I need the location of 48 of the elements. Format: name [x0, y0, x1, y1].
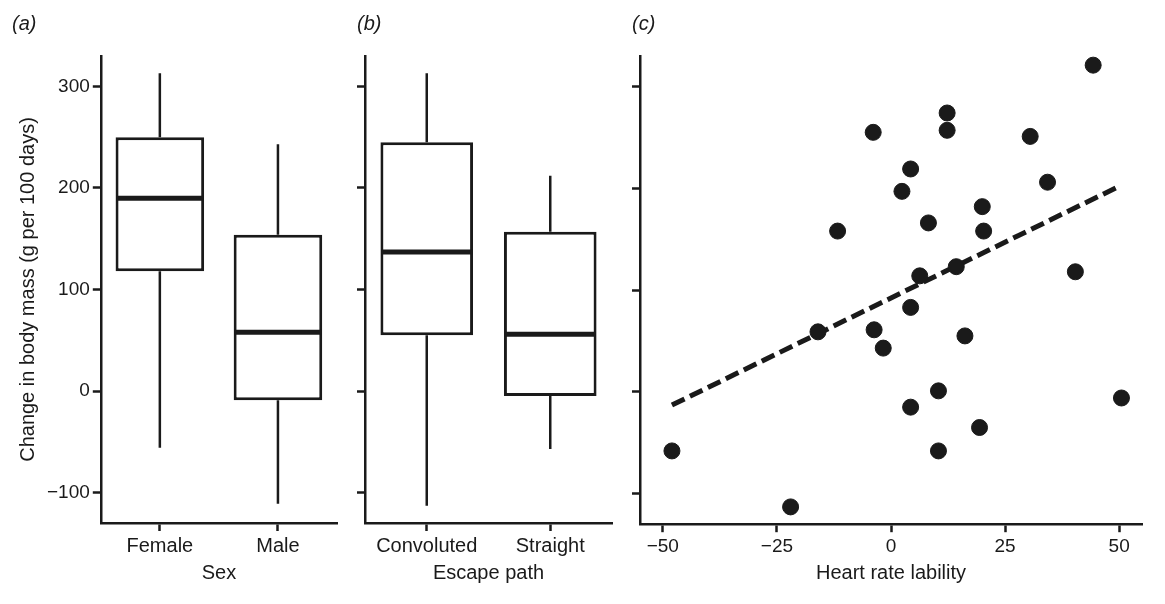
y-tick-label: 100	[58, 277, 90, 299]
point	[865, 321, 883, 339]
x-tick-label: Female	[126, 533, 194, 556]
point	[829, 222, 847, 240]
point	[782, 498, 800, 516]
point	[864, 123, 882, 141]
point	[919, 214, 937, 232]
x-tick-label: 50	[1108, 534, 1130, 556]
point	[938, 104, 956, 122]
point	[956, 327, 974, 345]
x-tick-label: −50	[646, 534, 679, 556]
point	[929, 382, 947, 400]
y-tick-label: 300	[58, 74, 90, 96]
point	[1066, 263, 1084, 281]
point	[902, 160, 920, 178]
point	[947, 258, 965, 276]
point	[975, 222, 993, 240]
y-tick-label: −100	[47, 480, 90, 502]
x-axis-title: Escape path	[432, 560, 545, 583]
x-tick-label: 0	[885, 534, 897, 556]
point	[663, 442, 681, 460]
point	[973, 198, 991, 216]
point	[1112, 389, 1130, 407]
chart-title: (a)	[12, 11, 37, 34]
chart-title: (b)	[357, 11, 382, 34]
point	[929, 442, 947, 460]
point	[971, 419, 989, 437]
point	[1021, 127, 1039, 145]
point	[938, 121, 956, 139]
point	[911, 267, 929, 285]
y-tick-label: 200	[58, 176, 90, 198]
point	[893, 182, 911, 200]
x-axis-title: Heart rate lability	[815, 560, 967, 583]
x-axis-title: Sex	[201, 560, 237, 583]
point	[902, 398, 920, 416]
chart-title: (c)	[632, 11, 656, 34]
y-tick-label: 0	[79, 379, 90, 401]
point	[809, 323, 827, 341]
x-tick-label: 25	[994, 534, 1016, 556]
x-tick-label: Straight	[515, 533, 586, 556]
y-axis-title: Change in body mass (g per 100 days)	[15, 117, 38, 462]
point	[874, 339, 892, 357]
x-tick-label: Male	[256, 533, 300, 556]
x-tick-label: Convoluted	[376, 533, 478, 556]
point	[1039, 173, 1057, 191]
x-tick-label: −25	[760, 534, 794, 556]
point	[902, 298, 920, 316]
point	[1084, 56, 1102, 74]
